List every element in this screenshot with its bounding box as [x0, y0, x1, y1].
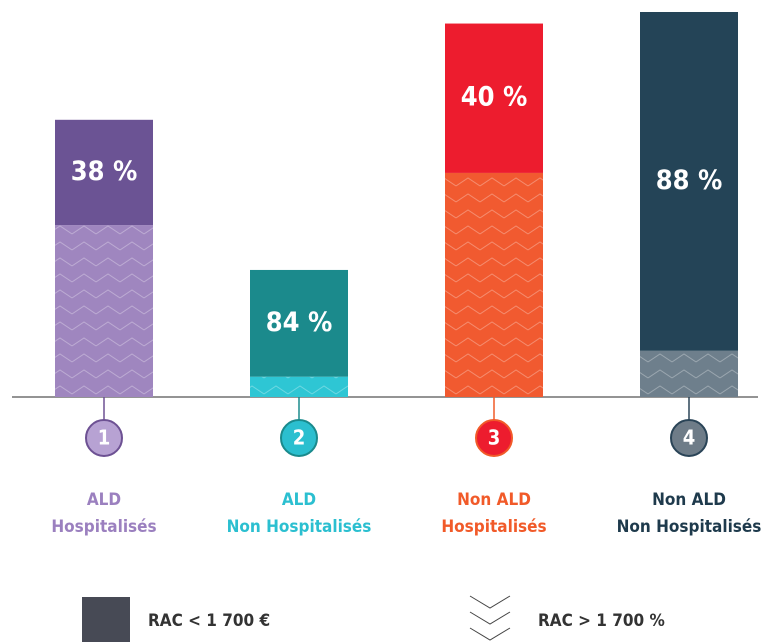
- bar-segment: [250, 269, 348, 377]
- marker-circle: [670, 419, 708, 457]
- category-label: Non ALD: [457, 490, 531, 510]
- legend-label: RAC > 1 700 %: [538, 611, 665, 631]
- legend-label: RAC < 1 700 €: [148, 611, 270, 631]
- category-label: Hospitalisés: [51, 517, 156, 537]
- value-label: 84 %: [266, 307, 333, 338]
- marker-circle: [280, 419, 318, 457]
- marker-number: 1: [98, 426, 111, 450]
- bar-segment: [445, 23, 543, 173]
- legend-pattern: [469, 595, 511, 641]
- bar-pattern: [250, 376, 348, 397]
- category-label: ALD: [282, 490, 316, 510]
- value-label: 88 %: [656, 165, 723, 196]
- category-label: Non Hospitalisés: [227, 517, 372, 537]
- bar-pattern: [55, 225, 153, 397]
- bar-pattern: [445, 172, 543, 397]
- category-label: Non Hospitalisés: [617, 517, 762, 537]
- marker-number: 3: [488, 426, 501, 450]
- category-label: Non ALD: [652, 490, 726, 510]
- category-label: Hospitalisés: [441, 517, 546, 537]
- value-label: 40 %: [461, 82, 528, 113]
- category-label: ALD: [87, 490, 121, 510]
- value-label: 38 %: [71, 156, 138, 187]
- bar-pattern: [640, 350, 738, 397]
- legend-swatch: [82, 597, 130, 642]
- marker-number: 2: [293, 426, 306, 450]
- bar-segment: [640, 12, 738, 351]
- marker-circle: [475, 419, 513, 457]
- marker-circle: [85, 419, 123, 457]
- bar-segment: [55, 119, 153, 226]
- marker-number: 4: [683, 426, 696, 450]
